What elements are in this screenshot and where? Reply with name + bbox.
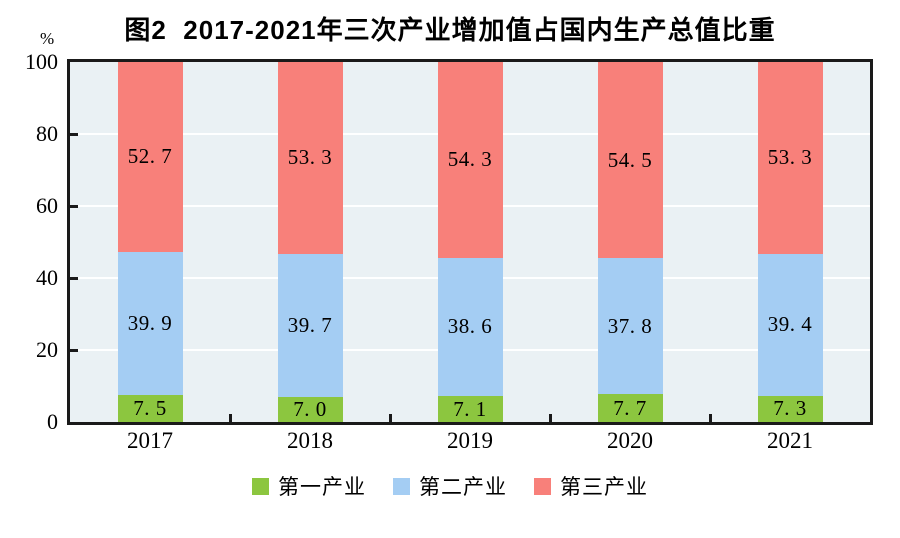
x-axis-tick xyxy=(708,414,712,422)
legend-label: 第一产业 xyxy=(278,475,366,499)
legend-swatch-primary-industry xyxy=(252,477,269,495)
x-tick-label: 2020 xyxy=(607,428,653,453)
bar-value-label: 7. 0 xyxy=(293,396,327,421)
legend-swatch-secondary-industry xyxy=(393,477,410,495)
y-axis-tick xyxy=(70,204,78,208)
bar-segment-tertiary-industry: 52. 7 xyxy=(117,62,183,252)
bar-value-label: 53. 3 xyxy=(287,145,333,170)
bar-segment-tertiary-industry: 54. 5 xyxy=(597,62,663,259)
bar-2020: 7. 7 37. 8 54. 5 xyxy=(597,62,663,422)
legend-label: 第三产业 xyxy=(560,475,648,499)
bar-value-label: 37. 8 xyxy=(607,313,653,338)
legend-label: 第二产业 xyxy=(419,475,507,499)
bar-value-label: 7. 3 xyxy=(773,396,807,421)
legend-swatch-tertiary-industry xyxy=(534,477,551,495)
bar-segment-primary-industry: 7. 7 xyxy=(597,394,663,422)
bar-segment-primary-industry: 7. 1 xyxy=(437,396,503,422)
bar-value-label: 39. 9 xyxy=(127,310,173,335)
x-axis-labels: 2017 2018 2019 2020 2021 xyxy=(70,428,870,456)
y-tick-label: 0 xyxy=(47,409,58,434)
bar-segment-primary-industry: 7. 0 xyxy=(277,396,343,422)
legend: 第一产业 第二产业 第三产业 xyxy=(0,473,900,499)
bar-value-label: 54. 3 xyxy=(447,147,493,172)
y-axis-tick xyxy=(70,276,78,280)
bar-segment-tertiary-industry: 53. 3 xyxy=(277,62,343,254)
x-tick-label: 2019 xyxy=(447,428,493,453)
y-tick-label: 100 xyxy=(25,49,58,74)
chart-title: 图2 2017-2021年三次产业增加值占国内生产总值比重 xyxy=(124,15,776,45)
x-tick-label: 2018 xyxy=(287,428,333,453)
bar-segment-secondary-industry: 39. 9 xyxy=(117,251,183,396)
bar-segment-secondary-industry: 37. 8 xyxy=(597,258,663,395)
bar-value-label: 53. 3 xyxy=(767,145,813,170)
bar-segment-secondary-industry: 39. 7 xyxy=(277,253,343,397)
bar-value-label: 39. 7 xyxy=(287,312,333,337)
y-tick-label: 40 xyxy=(36,265,58,290)
plot-area: 7. 5 39. 9 52. 7 7. 0 39. 7 53. 3 7. 1 38. 6 54.… xyxy=(67,59,873,425)
legend-item-primary-industry: 第一产业 xyxy=(252,471,366,501)
bar-value-label: 7. 1 xyxy=(453,396,487,421)
y-axis-tick xyxy=(70,132,78,136)
x-axis-tick xyxy=(228,414,232,422)
y-axis-labels: 0 20 40 60 80 100 xyxy=(0,49,58,434)
bar-segment-secondary-industry: 38. 6 xyxy=(437,257,503,397)
legend-item-tertiary-industry: 第三产业 xyxy=(534,471,648,501)
bar-segment-tertiary-industry: 53. 3 xyxy=(757,62,823,254)
bar-segment-tertiary-industry: 54. 3 xyxy=(437,62,503,258)
bar-2019: 7. 1 38. 6 54. 3 xyxy=(437,62,503,422)
legend-item-secondary-industry: 第二产业 xyxy=(393,471,507,501)
x-tick-label: 2021 xyxy=(767,428,813,453)
y-tick-label: 80 xyxy=(36,121,58,146)
y-tick-label: 20 xyxy=(36,337,58,362)
x-axis-tick xyxy=(388,414,392,422)
bar-2018: 7. 0 39. 7 53. 3 xyxy=(277,62,343,422)
bar-value-label: 7. 5 xyxy=(133,396,167,421)
bar-value-label: 54. 5 xyxy=(607,147,653,172)
bar-2017: 7. 5 39. 9 52. 7 xyxy=(117,62,183,422)
bar-value-label: 39. 4 xyxy=(767,312,813,337)
bar-value-label: 7. 7 xyxy=(613,395,647,420)
bar-value-label: 52. 7 xyxy=(127,144,173,169)
bar-segment-primary-industry: 7. 5 xyxy=(117,395,183,422)
x-axis-tick xyxy=(548,414,552,422)
y-axis-tick xyxy=(70,348,78,352)
bar-value-label: 38. 6 xyxy=(447,314,493,339)
x-tick-label: 2017 xyxy=(127,428,173,453)
bar-2021: 7. 3 39. 4 53. 3 xyxy=(757,62,823,422)
bar-segment-secondary-industry: 39. 4 xyxy=(757,253,823,396)
y-axis-unit-label: % xyxy=(40,29,55,48)
y-tick-label: 60 xyxy=(36,193,58,218)
bar-segment-primary-industry: 7. 3 xyxy=(757,395,823,422)
